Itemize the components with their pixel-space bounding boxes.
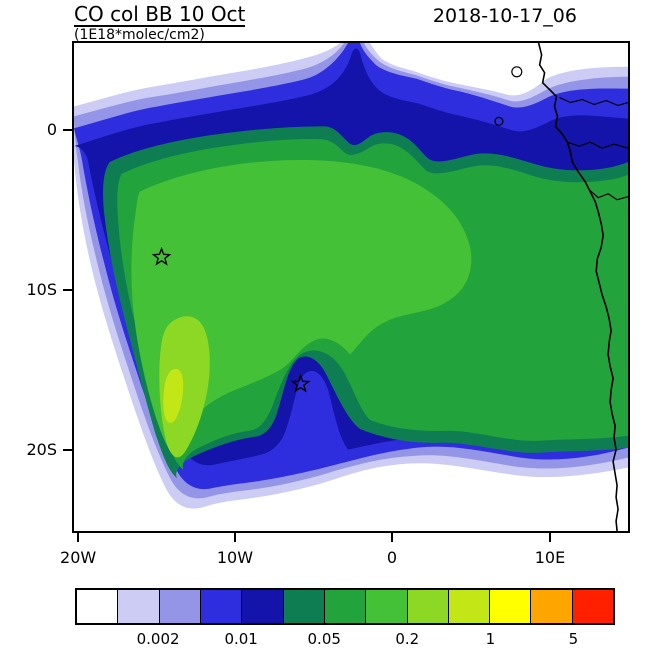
y-axis-tick	[63, 288, 72, 291]
colorbar-cell	[159, 590, 201, 623]
y-axis-tick-label: 0	[46, 120, 57, 140]
colorbar-cell	[200, 590, 243, 623]
colorbar-cell	[77, 590, 119, 623]
plot-title: CO col BB 10 Oct	[74, 2, 246, 27]
colorbar	[75, 588, 615, 625]
x-axis-tick-label: 0	[386, 548, 398, 567]
x-axis-tick-label: 20W	[60, 548, 97, 567]
x-axis-tick	[391, 533, 393, 542]
colorbar-labels: 0.002 0.01 0.05 0.2 1 5	[75, 630, 615, 652]
title-block: CO col BB 10 Oct (1E18*molec/cm2)	[74, 2, 246, 43]
y-axis-tick	[63, 129, 72, 132]
y-axis-tick	[63, 448, 72, 451]
island-outline-2	[494, 116, 504, 126]
colorbar-tick-label: 0.002	[136, 630, 180, 648]
star-marker	[290, 373, 311, 393]
colorbar-tick-label: 5	[568, 630, 579, 648]
star-marker	[151, 246, 172, 266]
plot-units-subtitle: (1E18*molec/cm2)	[74, 27, 205, 43]
marker-stars	[151, 246, 311, 393]
colorbar-cell	[531, 590, 573, 623]
island-outline-1	[511, 66, 523, 78]
colorbar-cell	[324, 590, 367, 623]
y-axis-tick-label: 10S	[26, 279, 57, 299]
contour-level-9	[163, 368, 184, 423]
colorbar-cell	[118, 590, 160, 623]
colorbar-cell	[366, 590, 408, 623]
colorbar-cell	[448, 590, 491, 623]
y-axis: 0 10S 20S	[0, 41, 72, 533]
colorbar-tick-label: 0.01	[224, 630, 258, 648]
contour-map-svg	[74, 43, 628, 531]
coastline	[537, 43, 619, 531]
x-axis-tick	[77, 533, 80, 542]
colorbar-cell	[242, 590, 284, 623]
colorbar-cell	[407, 590, 449, 623]
x-axis-tick-label: 10E	[534, 548, 566, 567]
colorbar-cell	[490, 590, 532, 623]
colorbar-cell	[572, 590, 614, 623]
x-axis-tick	[233, 533, 236, 542]
colorbar-cell	[283, 590, 325, 623]
x-axis: 20W 10W 0 10E	[60, 533, 630, 581]
x-axis-tick-label: 10W	[216, 548, 254, 567]
colorbar-tick-label: 0.05	[307, 630, 341, 648]
border-line-1	[559, 97, 628, 107]
coastline-group	[494, 43, 628, 531]
colorbar-tick-label: 1	[485, 630, 496, 648]
plot-datetime: 2018-10-17_06	[432, 5, 577, 27]
border-line-2	[567, 141, 628, 149]
x-axis-tick	[548, 533, 551, 542]
y-axis-tick-label: 20S	[26, 439, 57, 459]
colorbar-tick-label: 0.2	[395, 630, 420, 648]
contour-level-7	[131, 160, 472, 458]
border-line-3	[588, 189, 628, 201]
map-panel	[72, 41, 630, 533]
